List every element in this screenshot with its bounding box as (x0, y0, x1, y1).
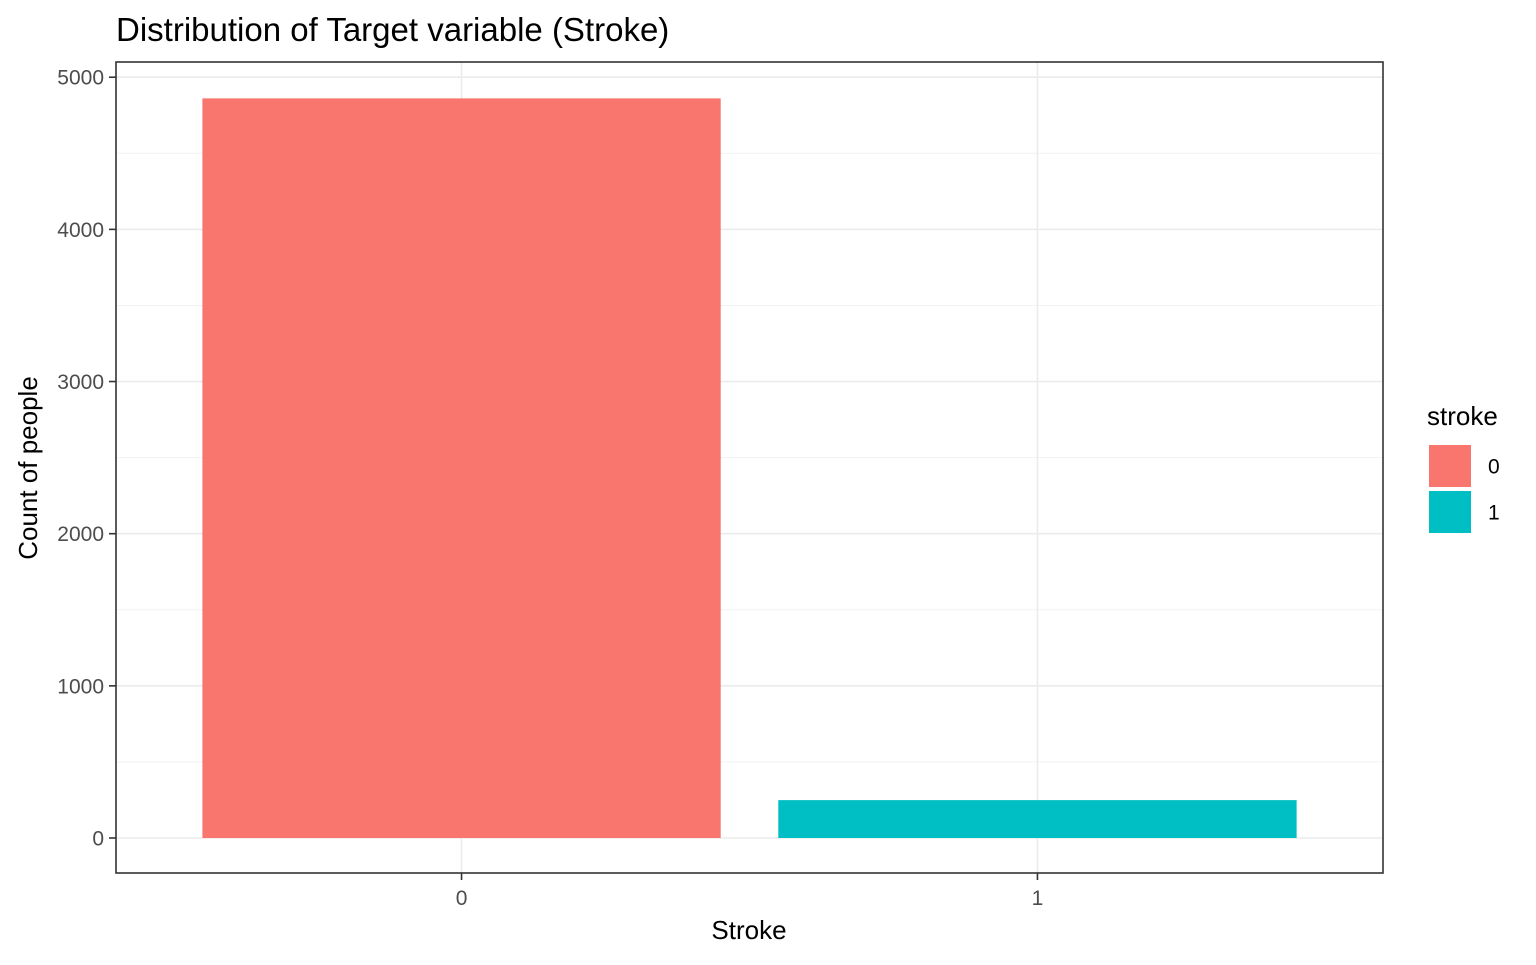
legend: stroke 01 (1427, 401, 1500, 533)
legend-label: 0 (1488, 456, 1500, 479)
legend-items: 01 (1429, 445, 1500, 533)
y-tick-label: 2000 (57, 523, 104, 546)
legend-label: 1 (1488, 502, 1500, 525)
y-tick-label: 3000 (57, 371, 104, 394)
bar-0 (202, 98, 721, 839)
y-tick-label: 1000 (57, 675, 104, 698)
bars (202, 98, 1297, 839)
y-tick-label: 5000 (57, 67, 104, 90)
y-tick-label: 0 (92, 828, 104, 851)
legend-key-0 (1429, 445, 1471, 487)
x-tick-label: 0 (456, 887, 468, 910)
y-tick-label: 4000 (57, 219, 104, 242)
plot-border (115, 61, 1384, 874)
legend-key-1 (1429, 491, 1471, 533)
x-tick-label: 1 (1032, 887, 1044, 910)
bar-1 (778, 800, 1297, 839)
chart-title: Distribution of Target variable (Stroke) (116, 11, 669, 48)
y-axis-title: Count of people (13, 376, 43, 560)
x-axis-title: Stroke (711, 915, 786, 945)
legend-title: stroke (1427, 401, 1498, 431)
y-axis-ticks: 0 1000 2000 3000 4000 5000 (57, 67, 116, 851)
